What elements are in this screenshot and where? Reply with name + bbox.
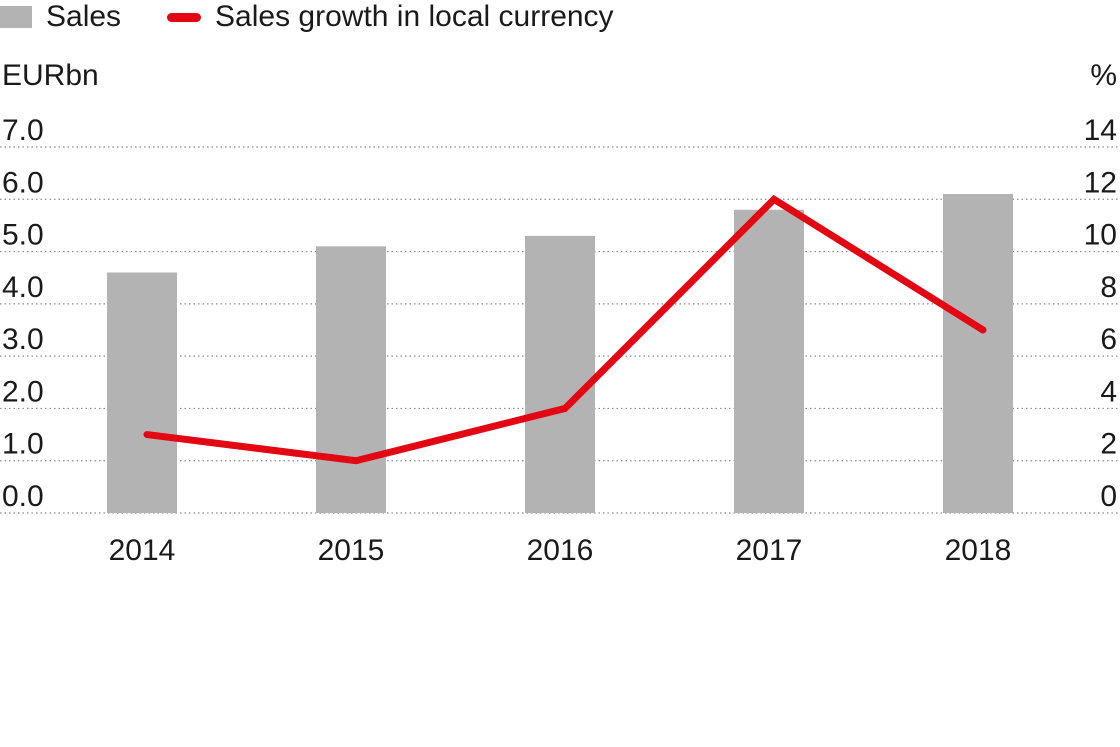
left-tick-label: 0.0 <box>2 480 44 513</box>
right-tick-label: 2 <box>1100 428 1117 461</box>
right-tick-label: 6 <box>1100 323 1117 356</box>
left-axis-unit: EURbn <box>2 59 99 92</box>
x-tick-label: 2017 <box>736 534 803 567</box>
right-tick-label: 14 <box>1084 114 1117 147</box>
legend-item-sales: Sales <box>0 0 121 34</box>
left-tick-label: 7.0 <box>2 114 44 147</box>
left-tick-label: 6.0 <box>2 166 44 199</box>
bar-series <box>107 194 1013 514</box>
bar-sales <box>525 235 595 513</box>
x-tick-label: 2018 <box>945 534 1012 567</box>
right-tick-label: 12 <box>1084 166 1117 199</box>
axes: 0.0 0 1.0 2 2.0 4 3.0 6 4.0 8 5.0 10 6.0 12 7.0 14 EURbn… <box>2 59 1117 567</box>
right-tick-label: 4 <box>1100 375 1117 408</box>
right-tick-label: 10 <box>1084 219 1117 252</box>
legend-item-growth: Sales growth in local currency <box>167 0 614 34</box>
bar-sales <box>943 194 1013 514</box>
legend-label-growth: Sales growth in local currency <box>215 0 614 33</box>
left-tick-label: 4.0 <box>2 271 44 304</box>
x-tick-label: 2015 <box>318 534 385 567</box>
x-tick-label: 2016 <box>527 534 594 567</box>
right-tick-label: 0 <box>1100 480 1117 513</box>
legend-swatch-growth <box>167 12 202 22</box>
right-axis-unit: % <box>1090 59 1117 92</box>
left-tick-label: 2.0 <box>2 375 44 408</box>
x-tick-label: 2014 <box>109 534 176 567</box>
left-tick-label: 1.0 <box>2 428 44 461</box>
bar-sales <box>316 246 386 514</box>
legend-swatch-sales <box>0 6 32 28</box>
bar-sales <box>107 272 177 513</box>
line-series <box>143 194 987 465</box>
line-sales-growth <box>143 194 987 465</box>
right-tick-label: 8 <box>1100 271 1117 304</box>
legend-label-sales: Sales <box>46 0 122 33</box>
bar-sales <box>734 209 804 513</box>
chart-legend: Sales Sales growth in local currency <box>0 0 614 34</box>
left-tick-label: 5.0 <box>2 219 44 252</box>
left-tick-label: 3.0 <box>2 323 44 356</box>
